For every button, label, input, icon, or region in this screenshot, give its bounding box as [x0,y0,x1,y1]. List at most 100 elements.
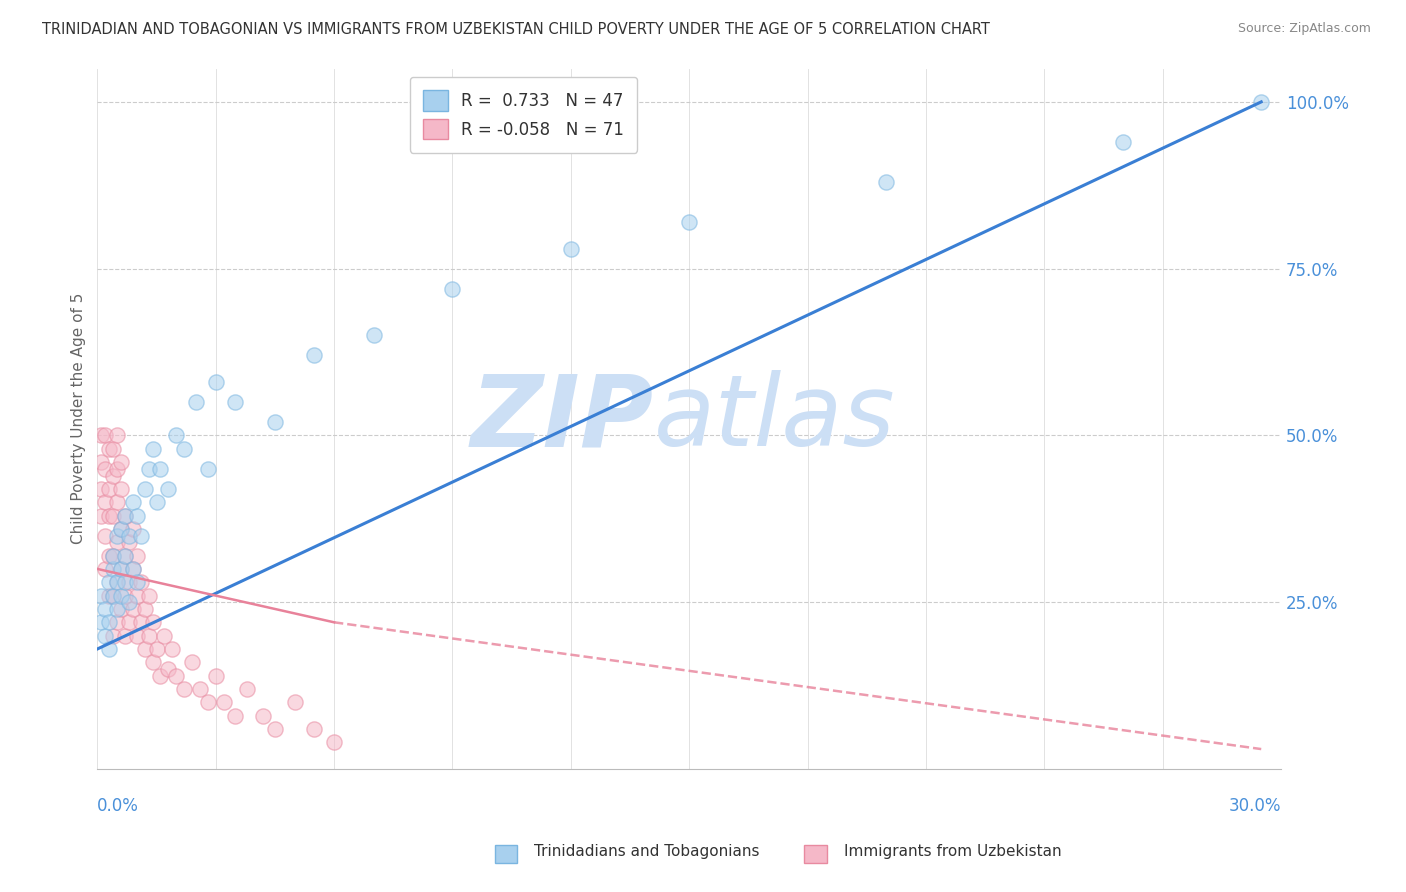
Point [118,535,141,549]
Point [90,455,112,469]
Point [153,629,176,643]
Point [304,722,326,736]
Point [98,642,121,657]
Point [204,668,226,682]
Point [110,562,132,576]
Point [101,629,124,643]
Point [105,602,128,616]
Point [94,629,117,643]
Point [121,562,143,576]
Point [157,662,180,676]
Point [101,562,124,576]
Point [105,575,128,590]
Point [145,642,167,657]
Point [560,242,582,256]
Point [134,602,156,616]
Point [363,328,385,343]
Point [105,575,128,590]
Point [90,615,112,630]
Point [284,695,307,709]
Point [125,575,148,590]
Point [323,735,346,749]
Point [98,482,121,496]
Point [149,668,172,682]
Point [121,602,143,616]
Point [114,508,136,523]
Point [252,708,274,723]
Point [441,282,464,296]
Point [157,482,180,496]
Point [114,549,136,563]
Point [173,681,195,696]
Point [101,549,124,563]
Point [105,615,128,630]
Text: 0.0%: 0.0% [97,797,139,815]
Point [105,462,128,476]
Point [101,589,124,603]
Point [173,442,195,456]
Text: Trinidadians and Tobagonians: Trinidadians and Tobagonians [534,845,759,859]
Point [101,549,124,563]
Point [98,589,121,603]
Point [304,348,326,362]
Point [94,462,117,476]
Point [129,528,152,542]
Point [129,575,152,590]
Point [94,428,117,442]
Point [110,602,132,616]
Y-axis label: Child Poverty Under the Age of 5: Child Poverty Under the Age of 5 [72,293,86,544]
Point [90,508,112,523]
Point [138,629,160,643]
Point [264,415,287,429]
Point [118,595,141,609]
Point [105,428,128,442]
Text: Immigrants from Uzbekistan: Immigrants from Uzbekistan [844,845,1062,859]
Text: TRINIDADIAN AND TOBAGONIAN VS IMMIGRANTS FROM UZBEKISTAN CHILD POVERTY UNDER THE: TRINIDADIAN AND TOBAGONIAN VS IMMIGRANTS… [42,22,990,37]
Point [98,549,121,563]
Point [114,575,136,590]
Point [121,562,143,576]
Point [875,175,897,189]
Point [181,656,204,670]
Point [204,375,226,389]
Point [110,482,132,496]
Point [105,495,128,509]
Point [110,522,132,536]
Point [121,522,143,536]
Point [114,549,136,563]
Point [94,602,117,616]
Point [184,395,207,409]
Point [90,428,112,442]
Point [142,656,165,670]
Point [165,428,187,442]
Point [101,468,124,483]
Point [149,462,172,476]
Point [121,495,143,509]
Point [118,528,141,542]
Point [134,482,156,496]
Point [90,482,112,496]
Point [197,695,219,709]
Text: 30.0%: 30.0% [1229,797,1281,815]
Point [142,442,165,456]
Point [678,215,700,229]
Point [142,615,165,630]
Point [114,589,136,603]
Point [110,562,132,576]
Point [114,629,136,643]
Point [162,642,184,657]
Point [98,575,121,590]
Point [118,615,141,630]
Legend: R =  0.733   N = 47, R = -0.058   N = 71: R = 0.733 N = 47, R = -0.058 N = 71 [409,77,637,153]
Point [134,642,156,657]
Point [165,668,187,682]
Point [125,549,148,563]
Point [110,522,132,536]
Point [188,681,211,696]
Point [125,508,148,523]
Point [264,722,287,736]
Point [197,462,219,476]
Point [138,462,160,476]
Point [110,455,132,469]
Point [1250,95,1272,109]
